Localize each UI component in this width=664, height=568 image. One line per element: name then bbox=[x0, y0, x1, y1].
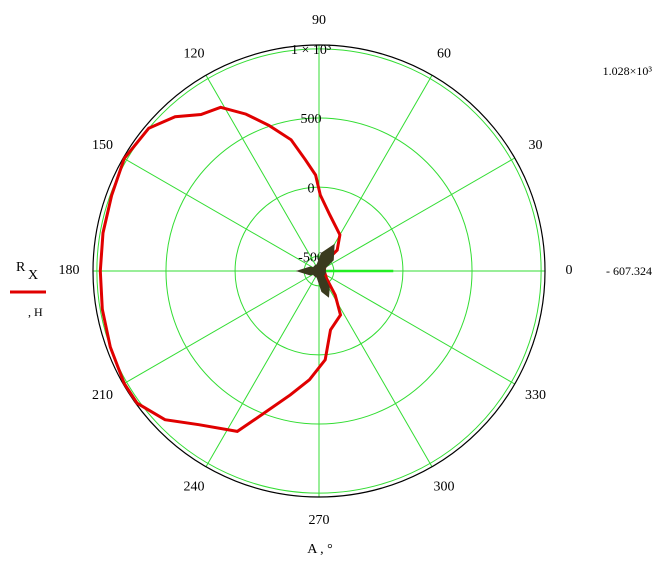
grid-spoke bbox=[205, 270, 320, 467]
angle-tick-label: 210 bbox=[92, 388, 113, 403]
angle-tick-label: 90 bbox=[312, 13, 326, 28]
outer-circle bbox=[92, 44, 546, 498]
angle-tick-label: 0 bbox=[566, 263, 573, 278]
angle-tick-label: 30 bbox=[529, 138, 543, 153]
grid-spoke bbox=[318, 157, 515, 272]
r-tick-label: 1 × 10³ bbox=[291, 43, 331, 58]
angle-tick-label: 300 bbox=[434, 480, 455, 495]
angle-tick-label: 330 bbox=[525, 388, 546, 403]
grid-spoke bbox=[318, 270, 515, 385]
legend-unit: , H bbox=[28, 305, 43, 319]
legend-sub: X bbox=[28, 268, 38, 283]
angle-tick-label: 180 bbox=[59, 263, 80, 278]
angle-tick-label: 60 bbox=[437, 47, 451, 62]
rlim-min-label: - 607.324 bbox=[606, 264, 652, 278]
grid-spoke bbox=[205, 75, 320, 272]
rlim-max-label: 1.028×10³ bbox=[603, 64, 653, 78]
angle-tick-label: 240 bbox=[184, 480, 205, 495]
angle-tick-label: 270 bbox=[309, 513, 330, 528]
r-tick-label: 0 bbox=[308, 181, 315, 196]
angle-tick-label: 150 bbox=[92, 138, 113, 153]
grid-spoke bbox=[318, 75, 433, 272]
grid-spoke bbox=[123, 157, 320, 272]
grid-spoke bbox=[123, 270, 320, 385]
r-tick-label: 500 bbox=[301, 112, 322, 127]
angle-tick-label: 120 bbox=[184, 47, 205, 62]
x-axis-label: A , ° bbox=[307, 542, 332, 557]
center-dot bbox=[312, 264, 326, 278]
series-line bbox=[98, 105, 343, 433]
legend-label: R bbox=[16, 260, 26, 275]
